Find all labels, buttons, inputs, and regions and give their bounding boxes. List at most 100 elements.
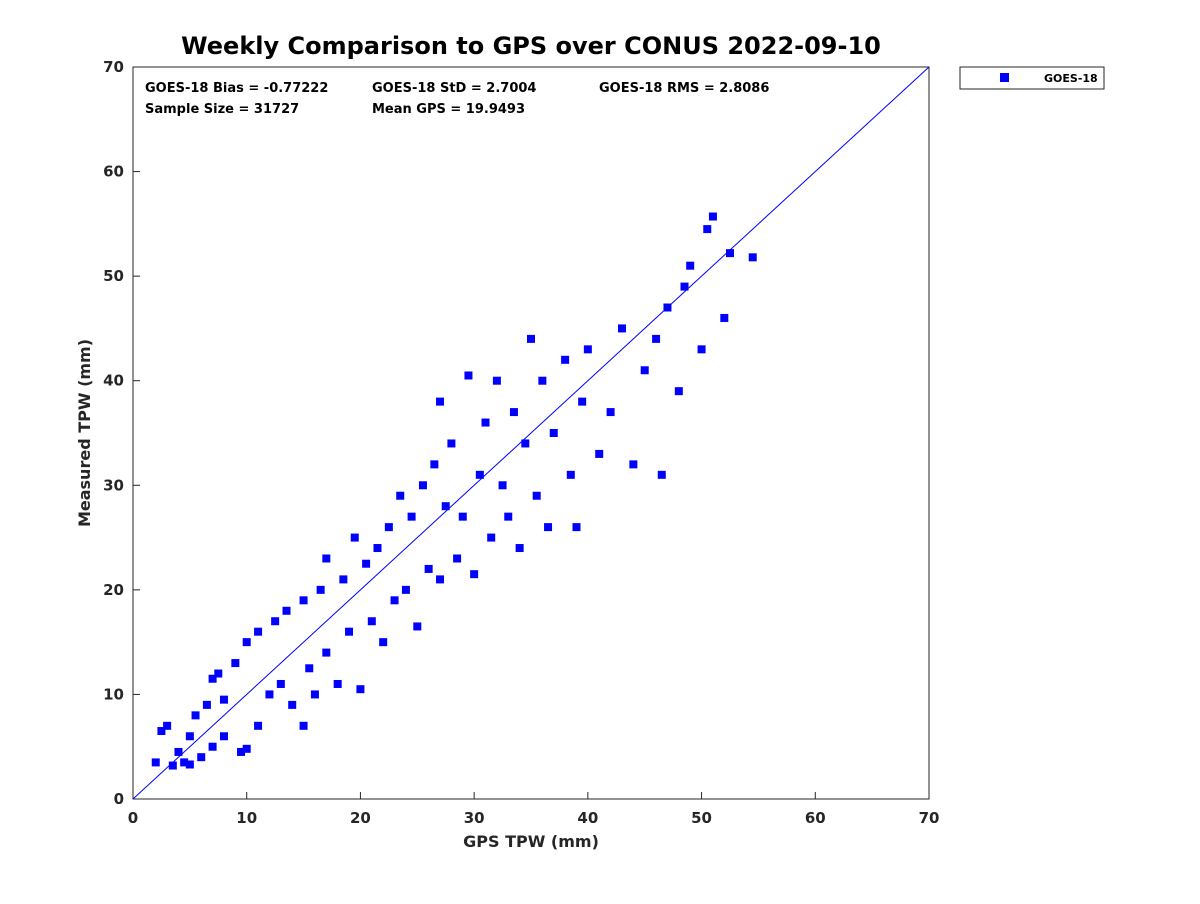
data-point [418,481,427,490]
data-point [458,512,467,521]
y-tick-label: 10 [103,685,124,703]
data-point [629,460,638,469]
data-point [748,253,757,262]
data-point [219,732,228,741]
stats-annotations: GOES-18 Bias = -0.77222 GOES-18 StD = 2.… [145,81,769,117]
reference-line [132,66,930,800]
data-point [583,345,592,354]
data-point [652,334,661,343]
reference-line-group [132,66,930,800]
data-point [663,303,672,312]
x-tick-label: 10 [236,809,257,827]
data-point [157,727,166,736]
data-point [492,376,501,385]
data-point [396,491,405,500]
y-tick-label: 70 [103,58,124,76]
data-point [265,690,274,699]
data-point [322,554,331,563]
data-point [231,659,240,668]
data-point [333,679,342,688]
data-point [578,397,587,406]
data-point [288,700,297,709]
data-point [339,575,348,584]
data-point [350,533,359,542]
data-point [208,742,217,751]
data-point [254,627,263,636]
data-point [498,481,507,490]
data-point [430,460,439,469]
data-point [254,721,263,730]
data-point [686,261,695,270]
data-point [595,449,604,458]
x-tick-label: 70 [919,809,940,827]
data-point [168,761,177,770]
data-point [674,387,683,396]
legend: GOES-18 [959,66,1105,90]
data-point [242,638,251,647]
stat-bias: GOES-18 Bias = -0.77222 [145,81,328,96]
data-point [362,559,371,568]
data-point [464,371,473,380]
data-point [219,695,228,704]
data-point [271,617,280,626]
y-tick-label: 0 [114,790,124,808]
x-axis-label: GPS TPW (mm) [463,832,599,851]
y-axis-label: Measured TPW (mm) [75,339,94,527]
data-point [708,212,717,221]
data-point [475,470,484,479]
data-point [640,366,649,375]
x-tick-label: 40 [577,809,598,827]
data-point [208,674,217,683]
data-point [202,700,211,709]
data-point [487,533,496,542]
data-point [379,638,388,647]
data-point [549,429,558,437]
data-point [185,760,194,769]
data-point [657,470,666,479]
y-tick-label: 40 [103,372,124,390]
data-point [447,439,456,448]
y-tick-label: 20 [103,581,124,599]
data-point [185,732,194,741]
data-point [322,648,331,657]
data-point [407,512,416,521]
data-point [544,523,553,532]
data-point [521,439,530,448]
data-point [515,544,524,553]
x-tick-label: 0 [128,809,138,827]
y-tick-label: 30 [103,476,124,494]
x-axis: 0 10 20 30 40 50 60 70 [128,792,940,827]
data-point [163,721,172,730]
x-tick-label: 60 [805,809,826,827]
stat-rms: GOES-18 RMS = 2.8086 [599,81,769,96]
y-tick-label: 60 [103,163,124,181]
data-point [424,564,433,573]
data-point [726,249,734,258]
chart-title: Weekly Comparison to GPS over CONUS 2022… [181,32,881,60]
data-point [532,491,541,500]
data-point [242,744,251,753]
legend-box [959,66,1105,90]
stat-std: GOES-18 StD = 2.7004 [372,81,536,96]
data-point [720,313,729,322]
data-point [617,324,626,333]
data-point [299,721,308,730]
data-point [197,753,206,762]
data-point [561,355,570,364]
stat-mean-gps: Mean GPS = 19.9493 [372,102,525,117]
data-point [441,502,450,511]
data-point [151,758,160,767]
data-point [509,408,518,417]
data-point [436,397,445,406]
y-axis: 0 10 20 30 40 50 60 70 [103,58,140,808]
data-point [305,664,314,673]
data-point [504,512,513,521]
data-point [345,627,354,636]
stat-sample-size: Sample Size = 31727 [145,102,299,117]
data-point [180,758,189,767]
x-tick-label: 20 [350,809,371,827]
data-point [527,334,535,343]
data-point [697,345,706,354]
data-point [572,523,581,532]
